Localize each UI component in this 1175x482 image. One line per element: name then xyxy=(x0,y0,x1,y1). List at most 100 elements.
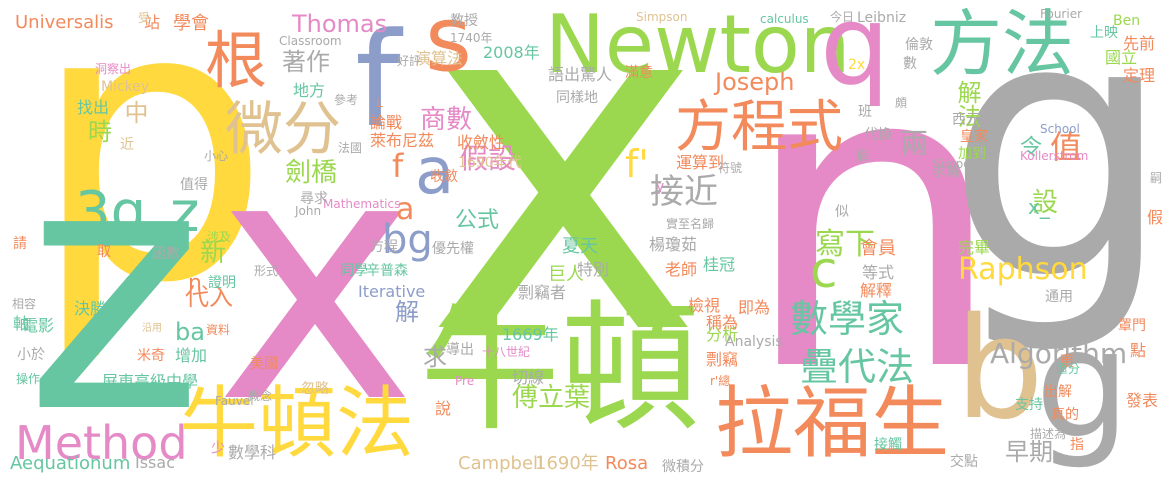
word-15-s: s xyxy=(425,0,472,92)
word-81-cjk: 夏天 xyxy=(562,236,598,257)
word-156-cjk: 受 xyxy=(138,11,151,25)
word-41-a: a xyxy=(396,192,415,227)
word-132-iterative: Iterative xyxy=(358,282,426,301)
word-179-cjk: 假 xyxy=(1147,208,1164,227)
word-94-cjk: 求解 xyxy=(932,164,960,180)
word-145-cjk: 小於 xyxy=(17,347,45,363)
word-185-cjk: 發表 xyxy=(1126,391,1159,410)
word-39-cjk: 兩 xyxy=(900,127,929,160)
word-79-cjk: 巨人 xyxy=(548,264,584,285)
word-82-cjk: 楊瓊茹 xyxy=(649,235,698,254)
word-9-cjk: 拉福生 xyxy=(715,379,950,469)
word-21-z: z xyxy=(170,180,200,245)
word-106-cjk: 優先權 xyxy=(432,241,474,257)
word-88-cjk: 解釋 xyxy=(860,281,893,300)
word-30-cjk: 傅立葉 xyxy=(512,383,591,413)
word-111-cjk: 同樣地 xyxy=(556,90,598,106)
word-143-cjk: 軸 xyxy=(13,314,30,333)
word-126-cjk: 涉及 xyxy=(207,230,232,244)
word-170-2x: 2x xyxy=(848,57,866,73)
word-27-cjk: 疊代法 xyxy=(800,345,915,389)
word-98-cjk: 似 xyxy=(835,204,849,220)
word-70-cjk: 十八世紀 xyxy=(482,345,531,359)
word-93-cjk: 代換 xyxy=(864,127,892,143)
word-103-mathematics: Mathematics xyxy=(323,197,401,211)
word-142-cjk: 電影 xyxy=(22,316,55,335)
word-105-cjk: 尋求 xyxy=(300,191,328,207)
word-118-cjk: 好評 xyxy=(397,54,422,68)
word-152-mickey: Mickey xyxy=(101,79,150,95)
word-167-cjk: 定理 xyxy=(1123,66,1156,85)
word-75-cjk: 剽竊 xyxy=(706,350,739,369)
word-29-algorithm: Algorithm xyxy=(990,337,1128,370)
word-33-cjk: 假設 xyxy=(460,142,517,175)
word-25-bg: bg xyxy=(382,217,433,263)
word-55-cjk: 解 xyxy=(395,298,419,326)
word-128-cjk: 形式 xyxy=(254,264,279,278)
word-35-cjk: 著作 xyxy=(282,48,330,76)
word-63-cjk: 交點 xyxy=(950,454,978,470)
word-172-school: School xyxy=(1040,122,1080,136)
word-47-cjk: 解法 xyxy=(953,80,981,128)
word-23-c: c xyxy=(810,241,838,299)
word-139-cjk: 資料 xyxy=(206,323,231,337)
word-102-cjk: 收斂 xyxy=(430,169,458,185)
word-96-cjk: 班 xyxy=(858,104,872,120)
word-69-cjk: 導出 xyxy=(446,342,474,358)
word-44-cjk: 時 xyxy=(88,118,112,146)
word-112-cjk: 語出驚人 xyxy=(548,65,613,84)
word-28-cjk: 接近 xyxy=(650,172,718,212)
word-120-cjk: 參考 xyxy=(334,93,359,107)
word-0-x: x xyxy=(425,0,704,438)
word-74-cjk: 即為 xyxy=(738,298,771,317)
word-165-cjk: 上映 xyxy=(1090,25,1118,41)
word-42-cjk: 早期 xyxy=(1005,438,1053,466)
word-176-cjk: 更 xyxy=(1060,354,1074,370)
word-127-cjk: 證明 xyxy=(208,275,236,291)
word-97-cjk: 肩 xyxy=(856,149,870,165)
word-91-cjk: 皇家 xyxy=(960,129,988,145)
word-60-1690: 1690年 xyxy=(535,453,599,474)
word-61-rosa: Rosa xyxy=(605,453,649,474)
word-182-cjk: 出解 xyxy=(1044,384,1072,400)
word-163-ben: Ben xyxy=(1113,13,1141,29)
word-3-p: p xyxy=(30,0,272,366)
word-4-z: z xyxy=(25,92,204,482)
word-141-cjk: 決勝 xyxy=(74,299,107,318)
word-99-cjk: 運算到 xyxy=(676,153,725,172)
word-135-cjk: 屏東高級中學 xyxy=(102,372,199,391)
word-6-cjk: 牛頓 xyxy=(420,288,701,451)
word-158-simpson: Simpson xyxy=(636,10,688,24)
word-83-cjk: 老師 xyxy=(665,260,698,279)
word-78-cjk: 剽竊者 xyxy=(518,283,567,302)
word-18-cjk: 微分 xyxy=(225,95,342,163)
word-153-cjk: 洞察出 xyxy=(95,62,132,76)
word-101-y: y xyxy=(656,179,665,195)
word-20-3g: 3g xyxy=(75,180,147,245)
word-146-cjk: 操作 xyxy=(16,372,41,386)
word-160-cjk: 今日 xyxy=(830,10,855,24)
word-154-cjk: 站 xyxy=(144,13,161,32)
word-67-cjk: 切線 xyxy=(512,368,545,387)
word-181-cjk: 區分 xyxy=(1056,362,1081,376)
word-109-cjk: 萊布尼茲 xyxy=(370,131,435,150)
word-189-r: r'總 xyxy=(710,374,731,388)
word-86-cjk: 會員 xyxy=(860,238,896,259)
word-56-universalis: Universalis xyxy=(15,12,114,33)
word-59-campbell: Campbell xyxy=(458,453,544,474)
word-123-cjk: 小心 xyxy=(204,149,229,163)
word-8-cjk: 牛頓法 xyxy=(180,379,415,469)
word-92-cjk: 西元 xyxy=(952,112,980,128)
word-183-cjk: 真的 xyxy=(1051,407,1079,423)
word-24-cjk: 數學家 xyxy=(790,297,905,341)
word-136-cjk: 美國 xyxy=(250,356,278,372)
word-108-cjk: 收斂性 xyxy=(457,133,506,152)
word-121-l: L xyxy=(376,96,383,110)
word-77-cjk: 檢視 xyxy=(688,296,721,315)
word-85-cjk: 實至名歸 xyxy=(666,217,715,231)
word-119-cjk: 地方 xyxy=(293,81,326,100)
word-149-cjk: 取 xyxy=(97,244,111,260)
word-122-cjk: 法國 xyxy=(338,141,363,155)
word-64-cjk: 數學科 xyxy=(228,443,277,462)
word-157-classroom: Classroom xyxy=(279,34,342,48)
